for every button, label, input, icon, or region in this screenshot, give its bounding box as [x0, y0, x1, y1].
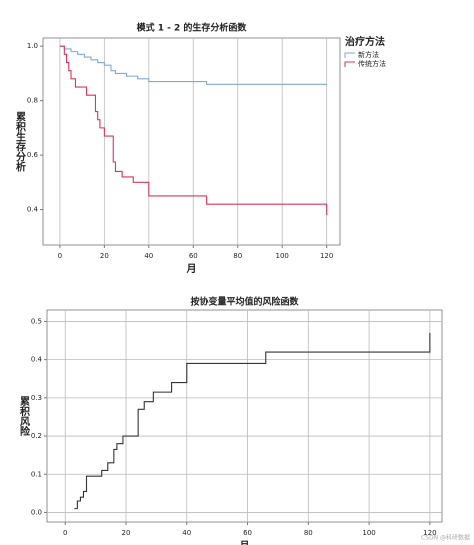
y-tick-label: 0.4: [31, 356, 43, 364]
data-line: [74, 332, 431, 510]
x-tick-label: 120: [320, 252, 333, 260]
y-axis-label: 累积风险: [18, 396, 30, 437]
x-axis-label: 月: [186, 263, 197, 275]
x-tick-label: 100: [276, 252, 289, 260]
legend-label: 传统方法: [358, 59, 386, 68]
x-axis-label: 月: [239, 540, 250, 545]
y-tick-label: 1.0: [27, 42, 38, 50]
y-tick-label: 0.4: [27, 206, 39, 214]
y-tick-label: 0.8: [27, 97, 38, 105]
data-line: [59, 45, 328, 216]
x-tick-label: 40: [182, 529, 191, 537]
chart-title: 按协变量平均值的风险函数: [190, 296, 299, 308]
x-tick-label: 20: [100, 252, 109, 260]
y-tick-label: 0.3: [31, 394, 42, 402]
legend-swatch: [344, 52, 355, 58]
x-tick-label: 80: [233, 252, 242, 260]
y-tick-label: 0.2: [31, 432, 42, 440]
y-tick-label: 0.1: [31, 470, 42, 478]
x-tick-label: 80: [304, 529, 313, 537]
x-tick-label: 60: [189, 252, 198, 260]
x-tick-label: 60: [243, 529, 252, 537]
y-tick-label: 0.5: [31, 317, 42, 325]
legend-swatch: [344, 61, 355, 67]
x-tick-label: 40: [144, 252, 153, 260]
x-tick-label: 0: [63, 529, 67, 537]
x-tick-label: 100: [362, 529, 375, 537]
watermark: CSDN @科研数据: [421, 534, 470, 542]
legend-title: 治疗方法: [345, 35, 385, 48]
x-tick-label: 20: [122, 529, 131, 537]
plot-frame: [46, 309, 443, 523]
y-tick-label: 0.0: [31, 508, 42, 516]
plot-frame: [42, 37, 341, 246]
legend-label: 新方法: [358, 50, 379, 59]
y-axis-label: 累积生存分析: [14, 111, 26, 172]
y-tick-label: 0.6: [27, 151, 39, 159]
data-line: [59, 45, 327, 85]
x-tick-label: 0: [58, 252, 62, 260]
x-tick-label: 120: [423, 529, 436, 537]
chart-title: 模式 1 - 2 的生存分析函数: [137, 22, 248, 34]
